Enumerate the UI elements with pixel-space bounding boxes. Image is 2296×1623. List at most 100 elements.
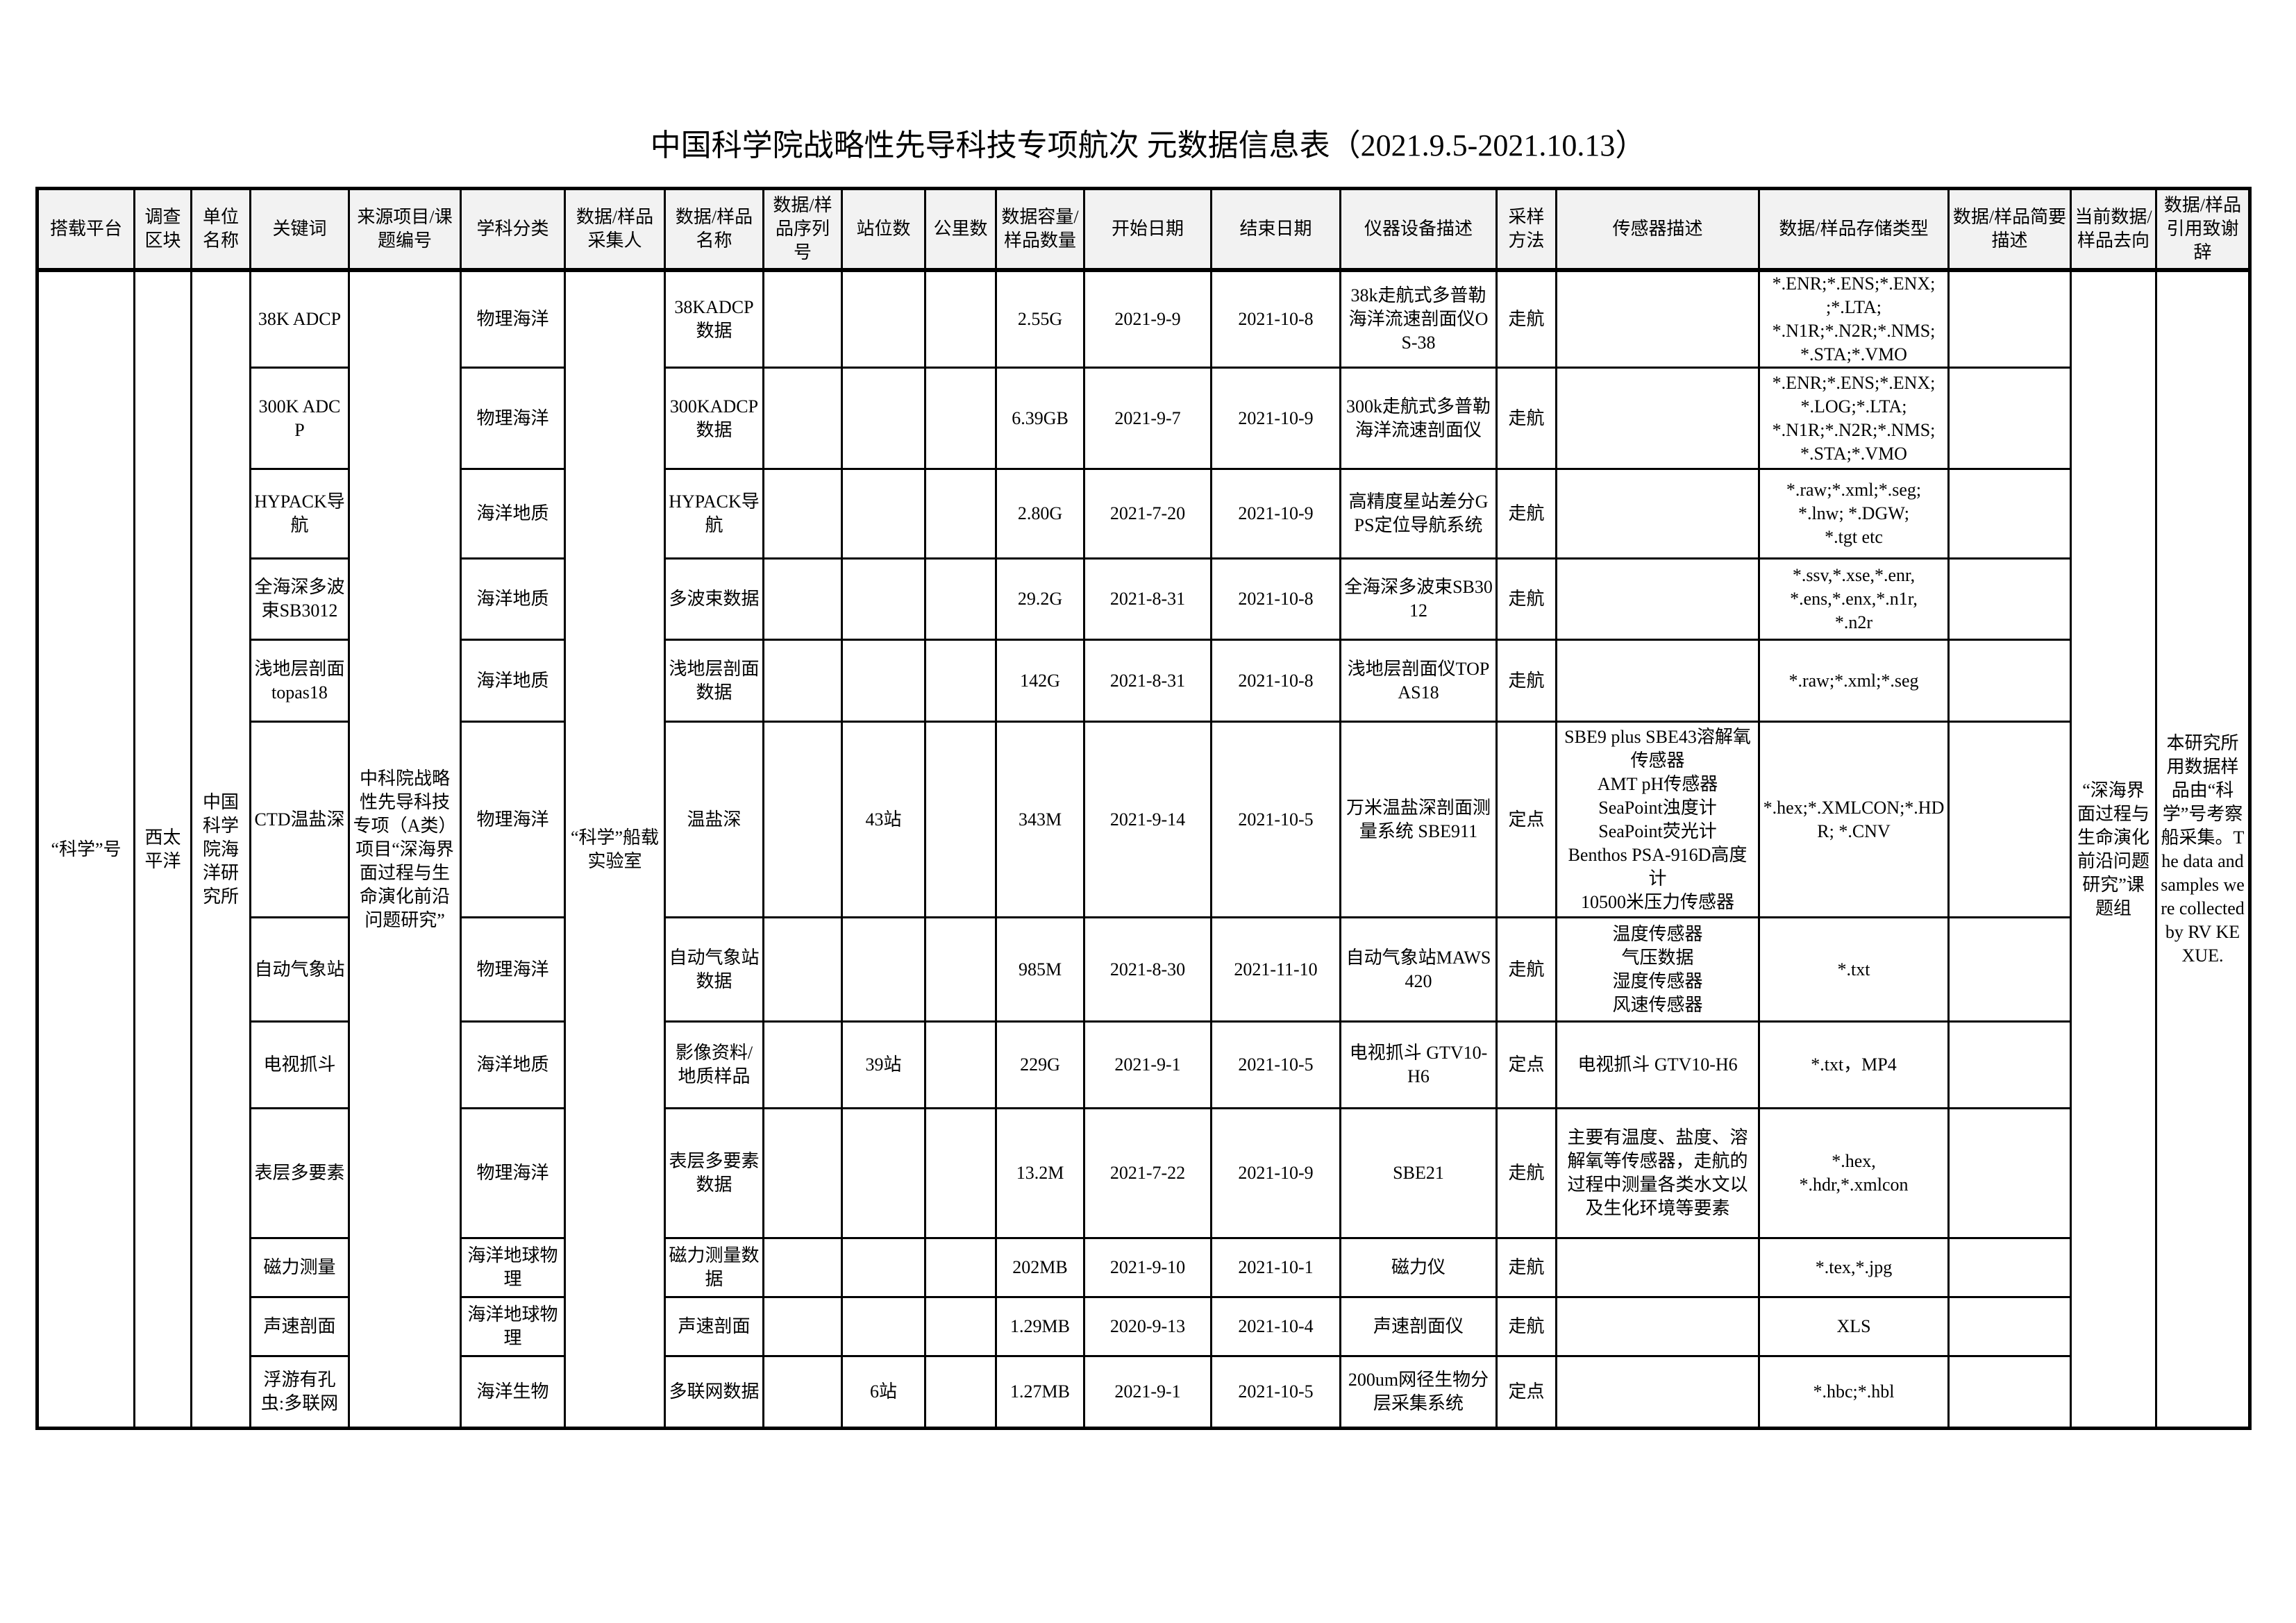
header-sensor: 传感器描述 xyxy=(1555,187,1760,272)
storage-cell: *.hex;*.XMLCON;*.HDR; *.CNV xyxy=(1758,721,1950,918)
data-name-cell: 自动气象站数据 xyxy=(664,916,764,1023)
description-cell xyxy=(1947,468,2072,560)
km-cell xyxy=(924,721,997,918)
km-cell xyxy=(924,269,997,369)
storage-cell: *.hex, *.hdr,*.xmlcon xyxy=(1758,1107,1950,1239)
header-end-date: 结束日期 xyxy=(1210,187,1341,272)
instrument-cell: 磁力仪 xyxy=(1339,1237,1498,1298)
data-name-cell: 38KADCP数据 xyxy=(664,269,764,369)
keyword-cell: 38K ADCP xyxy=(249,269,350,369)
header-discipline: 学科分类 xyxy=(460,187,566,272)
start-cell: 2021-8-31 xyxy=(1083,557,1212,641)
table-row: 声速剖面 海洋地球物理 声速剖面 1.29MB 2020-9-13 2021-10-4 声速… xyxy=(37,1296,2250,1357)
destination-cell: “深海界面过程与生命演化前沿问题研究”课题组 xyxy=(2070,269,2157,1429)
method-cell: 定点 xyxy=(1495,1020,1557,1109)
description-cell xyxy=(1947,269,2072,369)
sensor-cell xyxy=(1555,269,1760,369)
instrument-cell: 200um网径生物分层采集系统 xyxy=(1339,1355,1498,1429)
description-cell xyxy=(1947,1107,2072,1239)
end-cell: 2021-11-10 xyxy=(1210,916,1341,1023)
serial-cell xyxy=(762,468,843,560)
method-cell: 定点 xyxy=(1495,721,1557,918)
storage-cell: *.txt xyxy=(1758,916,1950,1023)
sensor-cell: 电视抓斗 GTV10-H6 xyxy=(1555,1020,1760,1109)
stations-cell xyxy=(841,468,926,560)
platform-cell: “科学”号 xyxy=(36,269,135,1429)
stations-cell xyxy=(841,367,926,470)
table-row: 浮游有孔虫:多联网 海洋生物 多联网数据 6站 1.27MB 2021-9-1 2021-1… xyxy=(37,1355,2250,1429)
end-cell: 2021-10-1 xyxy=(1210,1237,1341,1298)
data-name-cell: 表层多要素数据 xyxy=(664,1107,764,1239)
method-cell: 走航 xyxy=(1495,1237,1557,1298)
instrument-cell: 电视抓斗 GTV10-H6 xyxy=(1339,1020,1498,1109)
method-cell: 定点 xyxy=(1495,1355,1557,1429)
description-cell xyxy=(1947,721,2072,918)
end-cell: 2021-10-4 xyxy=(1210,1296,1341,1357)
serial-cell xyxy=(762,1355,843,1429)
start-cell: 2021-9-1 xyxy=(1083,1355,1212,1429)
keyword-cell: HYPACK导航 xyxy=(249,468,350,560)
volume-cell: 1.27MB xyxy=(995,1355,1085,1429)
sensor-cell: 主要有温度、盐度、溶解氧等传感器，走航的过程中测量各类水文以及生化环境等要素 xyxy=(1555,1107,1760,1239)
header-destination: 当前数据/样品去向 xyxy=(2070,187,2157,272)
sensor-cell: 温度传感器 气压数据 湿度传感器 风速传感器 xyxy=(1555,916,1760,1023)
header-instrument: 仪器设备描述 xyxy=(1339,187,1498,272)
end-cell: 2021-10-9 xyxy=(1210,367,1341,470)
instrument-cell: 自动气象站MAWS420 xyxy=(1339,916,1498,1023)
volume-cell: 13.2M xyxy=(995,1107,1085,1239)
start-cell: 2021-8-31 xyxy=(1083,639,1212,723)
instrument-cell: 万米温盐深剖面测量系统 SBE911 xyxy=(1339,721,1498,918)
serial-cell xyxy=(762,269,843,369)
table-row: 300K ADCP 物理海洋 300KADCP数据 6.39GB 2021-9-7 202… xyxy=(37,367,2250,470)
header-km: 公里数 xyxy=(924,187,997,272)
storage-cell: *.raw;*.xml;*.seg xyxy=(1758,639,1950,723)
sensor-cell xyxy=(1555,557,1760,641)
table-row: “科学”号 西太平洋 中国科学院海洋研究所 38K ADCP 中科院战略性先导科技专项（… xyxy=(36,269,2251,1429)
km-cell xyxy=(924,367,997,470)
data-name-cell: 300KADCP数据 xyxy=(664,367,764,470)
storage-cell: *.tex,*.jpg xyxy=(1758,1237,1950,1298)
end-cell: 2021-10-5 xyxy=(1210,1020,1341,1109)
volume-cell: 142G xyxy=(995,639,1085,723)
keyword-cell: CTD温盐深 xyxy=(249,721,350,918)
km-cell xyxy=(924,468,997,560)
table-row: CTD温盐深 物理海洋 温盐深 43站 343M 2021-9-14 2021-10-5 万米… xyxy=(37,721,2250,918)
start-cell: 2021-7-22 xyxy=(1083,1107,1212,1239)
instrument-cell: 浅地层剖面仪TOPAS18 xyxy=(1339,639,1498,723)
method-cell: 走航 xyxy=(1495,1107,1557,1239)
instrument-cell: 声速剖面仪 xyxy=(1339,1296,1498,1357)
description-cell xyxy=(1947,1355,2072,1429)
storage-cell: *.raw;*.xml;*.seg; *.lnw; *.DGW; *.tgt e… xyxy=(1758,468,1950,560)
method-cell: 走航 xyxy=(1495,1296,1557,1357)
header-start-date: 开始日期 xyxy=(1083,187,1212,272)
table-row: 自动气象站 物理海洋 自动气象站数据 985M 2021-8-30 2021-11-10 自… xyxy=(37,916,2250,1023)
table-row: 浅地层剖面topas18 海洋地质 浅地层剖面数据 142G 2021-8-31 2021… xyxy=(37,639,2250,723)
discipline-cell: 海洋地质 xyxy=(460,557,566,641)
volume-cell: 1.29MB xyxy=(995,1296,1085,1357)
serial-cell xyxy=(762,1107,843,1239)
header-collector: 数据/样品采集人 xyxy=(564,187,666,272)
description-cell xyxy=(1947,916,2072,1023)
sensor-cell xyxy=(1555,1237,1760,1298)
description-cell xyxy=(1947,367,2072,470)
header-keyword: 关键词 xyxy=(249,187,350,272)
data-name-cell: 多联网数据 xyxy=(664,1355,764,1429)
serial-cell xyxy=(762,1296,843,1357)
stations-cell: 43站 xyxy=(841,721,926,918)
stations-cell xyxy=(841,1237,926,1298)
start-cell: 2021-9-9 xyxy=(1083,269,1212,369)
stations-cell xyxy=(841,639,926,723)
keyword-cell: 浮游有孔虫:多联网 xyxy=(249,1355,350,1429)
stations-cell xyxy=(841,916,926,1023)
end-cell: 2021-10-8 xyxy=(1210,557,1341,641)
volume-cell: 2.55G xyxy=(995,269,1085,369)
table-row: HYPACK导航 海洋地质 HYPACK导航 2.80G 2021-7-20 2021-1… xyxy=(37,468,2250,560)
keyword-cell: 表层多要素 xyxy=(249,1107,350,1239)
volume-cell: 985M xyxy=(995,916,1085,1023)
start-cell: 2020-9-13 xyxy=(1083,1296,1212,1357)
instrument-cell: 300k走航式多普勒海洋流速剖面仪 xyxy=(1339,367,1498,470)
serial-cell xyxy=(762,1020,843,1109)
end-cell: 2021-10-9 xyxy=(1210,1107,1341,1239)
start-cell: 2021-8-30 xyxy=(1083,916,1212,1023)
stations-cell: 6站 xyxy=(841,1355,926,1429)
